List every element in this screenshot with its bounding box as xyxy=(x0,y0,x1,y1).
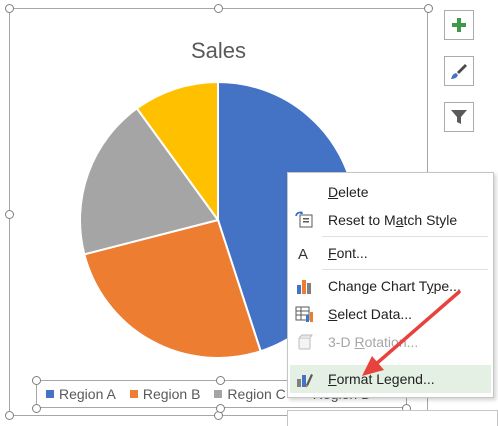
legend-handle-bl[interactable] xyxy=(32,404,41,413)
legend-swatch-region-b xyxy=(129,390,138,398)
chart-resize-handle-tc[interactable] xyxy=(214,4,223,13)
legend-item-region-a[interactable]: Region A xyxy=(46,386,116,402)
menu-item-delete[interactable]: Delete xyxy=(290,178,491,206)
menu-label-3d-rotation: 3-D Rotation... xyxy=(328,334,419,350)
menu-label-format-legend: Format Legend... xyxy=(328,371,435,387)
legend-item-region-b[interactable]: Region B xyxy=(129,386,201,402)
legend-swatch-region-a xyxy=(46,390,54,398)
chart-filters-button[interactable] xyxy=(444,102,474,132)
menu-separator xyxy=(322,269,488,270)
menu-separator xyxy=(322,236,488,237)
chart-resize-handle-tl[interactable] xyxy=(5,4,14,13)
svg-text:A: A xyxy=(298,246,308,262)
legend-handle-bc[interactable] xyxy=(216,404,225,413)
chart-elements-button[interactable] xyxy=(444,10,474,40)
menu-item-change-chart-type[interactable]: Change Chart Type... xyxy=(290,272,491,300)
legend-item-region-c[interactable]: Region C xyxy=(214,386,286,402)
menu-label-font: Font... xyxy=(328,245,368,261)
brush-icon xyxy=(451,64,467,79)
select-data-icon xyxy=(295,306,313,322)
menu-label-reset-to-match-style: Reset to Match Style xyxy=(328,212,458,228)
legend-label-region-c: Region C xyxy=(227,386,286,402)
chart-resize-handle-bl[interactable] xyxy=(5,411,14,420)
plus-icon xyxy=(452,18,466,32)
font-icon: A xyxy=(298,246,308,262)
legend-handle-tc[interactable] xyxy=(216,376,225,385)
menu-item-3d-rotation: 3-D Rotation... xyxy=(290,328,491,356)
chart-resize-handle-ml[interactable] xyxy=(5,210,14,219)
menu-label-delete: Delete xyxy=(328,184,369,200)
legend-swatch-region-c xyxy=(214,390,223,398)
menu-item-select-data[interactable]: Select Data... xyxy=(290,300,491,328)
legend-label-region-a: Region A xyxy=(59,386,116,402)
menu-item-font[interactable]: A Font... xyxy=(290,239,491,267)
chart-title[interactable]: Sales xyxy=(190,38,247,63)
legend-label-region-b: Region B xyxy=(142,386,201,402)
change-chart-type-icon xyxy=(297,280,311,294)
legend-handle-tl[interactable] xyxy=(32,376,41,385)
format-legend-icon xyxy=(297,374,313,388)
pie-slice-region-d[interactable] xyxy=(135,80,219,224)
menu-label-change-chart-type: Change Chart Type... xyxy=(328,278,461,294)
pie-slice-region-b[interactable] xyxy=(83,218,262,359)
menu-item-reset-to-match-style[interactable]: Reset to Match Style xyxy=(290,206,491,234)
secondary-toolbar-edge xyxy=(287,410,498,426)
menu-label-select-data: Select Data... xyxy=(328,306,413,322)
reset-style-icon xyxy=(295,211,313,228)
chart-resize-handle-tr[interactable] xyxy=(424,4,433,13)
3d-rotation-icon xyxy=(298,334,313,350)
filter-icon xyxy=(451,110,467,124)
context-menu: Delete Reset to Match Style A Font... Ch… xyxy=(287,172,494,398)
menu-item-format-legend[interactable]: Format Legend... xyxy=(290,365,491,393)
pie-slice-region-c[interactable] xyxy=(79,106,220,256)
chart-styles-button[interactable] xyxy=(444,56,474,86)
